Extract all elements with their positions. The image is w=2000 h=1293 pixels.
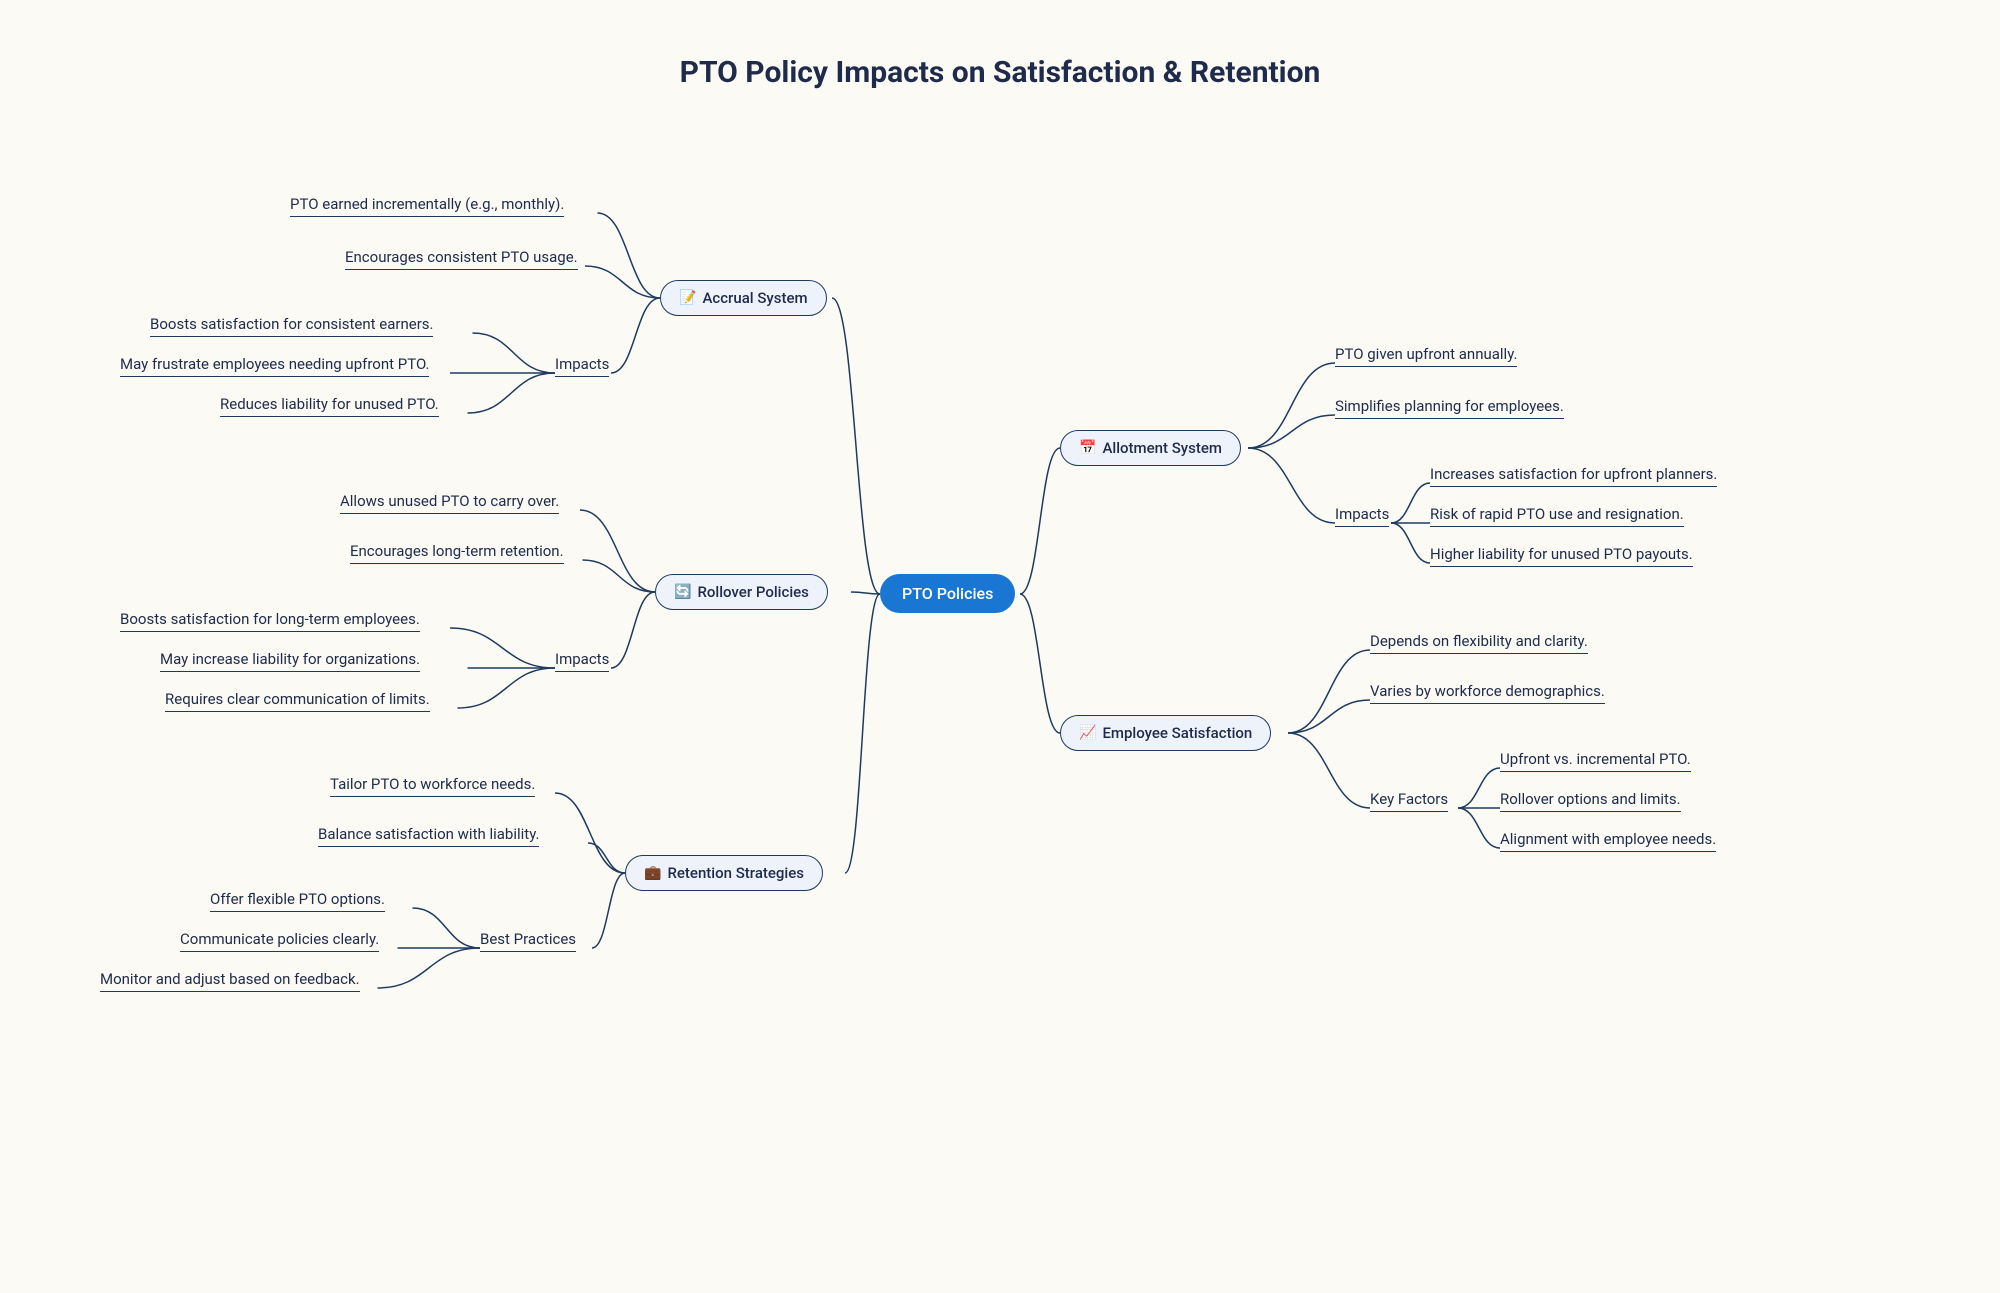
leaf-node: Upfront vs. incremental PTO. <box>1500 750 1691 772</box>
leaf-node: Offer flexible PTO options. <box>210 890 385 912</box>
leaf-node: Encourages long-term retention. <box>350 542 564 564</box>
leaf-node: May frustrate employees needing upfront … <box>120 355 429 377</box>
page-title: PTO Policy Impacts on Satisfaction & Ret… <box>680 55 1321 90</box>
sub-label: Impacts <box>555 650 609 672</box>
leaf-node: Rollover options and limits. <box>1500 790 1681 812</box>
leaf-node: May increase liability for organizations… <box>160 650 420 672</box>
branch-label: Allotment System <box>1102 439 1222 457</box>
branch-retention: 💼 Retention Strategies <box>625 855 823 891</box>
branch-allotment: 📅 Allotment System <box>1060 430 1241 466</box>
satisfaction-icon: 📈 <box>1079 725 1096 741</box>
leaf-node: Tailor PTO to workforce needs. <box>330 775 535 797</box>
branch-accrual: 📝 Accrual System <box>660 280 827 316</box>
leaf-node: Reduces liability for unused PTO. <box>220 395 439 417</box>
leaf-node: Higher liability for unused PTO payouts. <box>1430 545 1693 567</box>
allotment-icon: 📅 <box>1079 440 1096 456</box>
leaf-node: Increases satisfaction for upfront plann… <box>1430 465 1717 487</box>
sub-label: Best Practices <box>480 930 576 952</box>
sub-label: Impacts <box>1335 505 1389 527</box>
leaf-node: PTO given upfront annually. <box>1335 345 1517 367</box>
leaf-node: Simplifies planning for employees. <box>1335 397 1564 419</box>
branch-label: Employee Satisfaction <box>1102 724 1252 742</box>
branch-label: Rollover Policies <box>697 583 808 601</box>
branch-label: Retention Strategies <box>667 864 804 882</box>
retention-icon: 💼 <box>644 865 661 881</box>
leaf-node: Risk of rapid PTO use and resignation. <box>1430 505 1684 527</box>
leaf-node: Depends on flexibility and clarity. <box>1370 632 1588 654</box>
branch-label: Accrual System <box>702 289 807 307</box>
leaf-node: Allows unused PTO to carry over. <box>340 492 559 514</box>
leaf-node: Alignment with employee needs. <box>1500 830 1716 852</box>
leaf-node: PTO earned incrementally (e.g., monthly)… <box>290 195 564 217</box>
branch-satisfaction: 📈 Employee Satisfaction <box>1060 715 1271 751</box>
leaf-node: Balance satisfaction with liability. <box>318 825 539 847</box>
rollover-icon: 🔄 <box>674 584 691 600</box>
leaf-node: Monitor and adjust based on feedback. <box>100 970 360 992</box>
leaf-node: Boosts satisfaction for long-term employ… <box>120 610 420 632</box>
leaf-node: Encourages consistent PTO usage. <box>345 248 578 270</box>
accrual-icon: 📝 <box>679 290 696 306</box>
leaf-node: Varies by workforce demographics. <box>1370 682 1605 704</box>
branch-rollover: 🔄 Rollover Policies <box>655 574 828 610</box>
connector-svg <box>0 0 2000 1293</box>
root-node: PTO Policies <box>880 574 1015 613</box>
leaf-node: Boosts satisfaction for consistent earne… <box>150 315 433 337</box>
sub-label: Impacts <box>555 355 609 377</box>
leaf-node: Requires clear communication of limits. <box>165 690 430 712</box>
leaf-node: Communicate policies clearly. <box>180 930 379 952</box>
sub-label: Key Factors <box>1370 790 1448 812</box>
